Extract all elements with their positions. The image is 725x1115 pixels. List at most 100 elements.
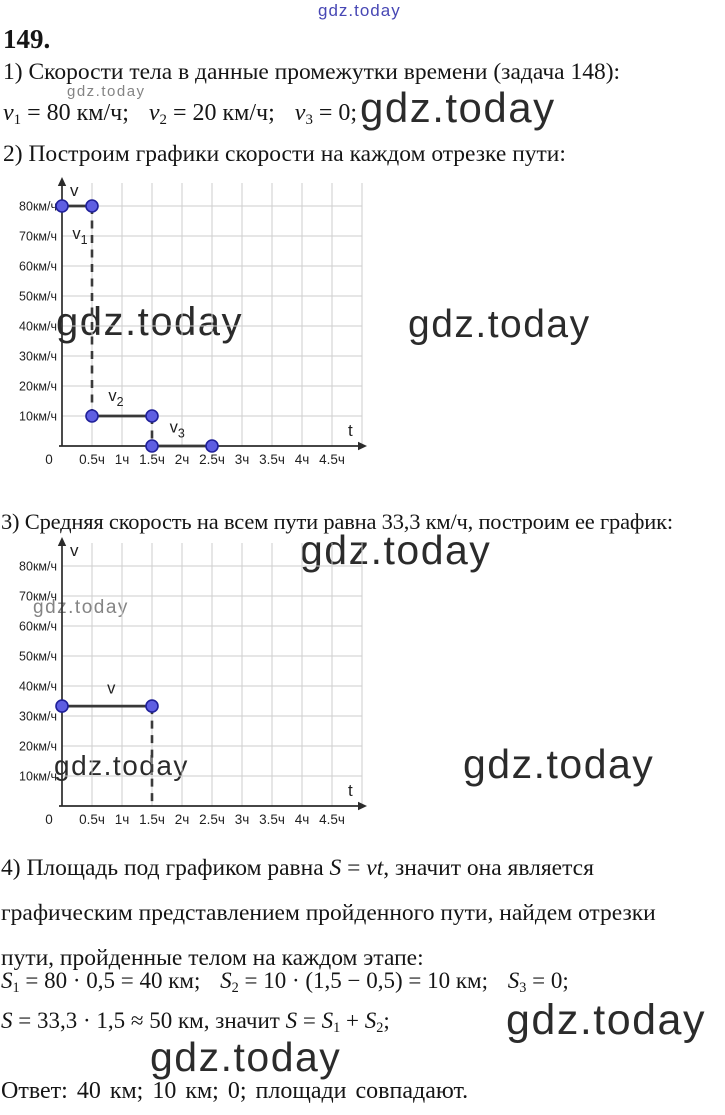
series-label: v3 [170, 419, 185, 441]
path-s3: S3 = 0; [507, 968, 569, 995]
y-axis-arrow-icon [57, 177, 67, 186]
step4-vt-var: vt [366, 855, 384, 881]
watermark-gdz-graph1-left: gdz.today [56, 300, 243, 344]
data-point [205, 439, 219, 453]
total-plus: + [340, 1008, 365, 1033]
svg-text:10км/ч: 10км/ч [19, 770, 57, 784]
svg-text:0: 0 [45, 812, 53, 827]
step4-text-a: 4) Площадь под графиком равна [1, 855, 330, 881]
v2-var: v [148, 100, 160, 126]
svg-text:30км/ч: 30км/ч [19, 710, 57, 724]
y-axis-label: v [70, 541, 79, 560]
y-axis-arrow-icon [57, 537, 67, 546]
x-tick-labels: 0 0.5ч 1ч 1.5ч 2ч 2.5ч 3ч 3.5ч 4ч 4.5ч [45, 452, 345, 467]
series-label: v2 [108, 387, 123, 409]
svg-text:0: 0 [45, 452, 53, 467]
svg-text:40км/ч: 40км/ч [19, 680, 57, 694]
watermark-gdz-small-1: gdz.today [67, 83, 146, 100]
v1-var: v [3, 100, 14, 126]
svg-text:1.5ч: 1.5ч [139, 812, 165, 827]
svg-text:20км/ч: 20км/ч [19, 380, 57, 394]
svg-text:50км/ч: 50км/ч [19, 290, 57, 304]
s2-sub: 2 [231, 979, 239, 996]
average-velocity-graph-svg: v t 80км/ч 70км/ч 60км/ч 50км/ч 40км/ч 30км/ч 20… [19, 537, 367, 827]
x-axis-arrow-icon [358, 441, 367, 451]
data-point [85, 409, 99, 423]
total-eq: = [297, 1008, 322, 1033]
s3-var: S [507, 968, 520, 993]
answer-line: Ответ: 40 км; 10 км; 0; площади совпадаю… [1, 1078, 469, 1104]
path-segments-formula: S1 = 80 · 0,5 = 40 км; S2 = 10 · (1,5 − … [1, 968, 569, 996]
v1-sub: 1 [13, 112, 22, 129]
step4-text: 4) Площадь под графиком равна S = vt, зн… [1, 846, 707, 981]
svg-text:3.5ч: 3.5ч [259, 452, 285, 467]
watermark-gdz-bottom: gdz.today [150, 1034, 342, 1080]
s2-value: = 10 · (1,5 − 0,5) = 10 км; [238, 968, 488, 993]
data-point [55, 699, 69, 713]
step1-text: 1) Скорости тела в данные промежутки вре… [3, 59, 621, 85]
problem-number: 149. [3, 24, 51, 54]
y-tick-labels: 80км/ч 70км/ч 60км/ч 50км/ч 40км/ч 30км/ч 20км… [19, 560, 57, 784]
y-axis-label: v [70, 181, 79, 200]
series-v: v [55, 680, 159, 713]
x-tick-labels: 0 0.5ч 1ч 1.5ч 2ч 2.5ч 3ч 3.5ч 4ч 4.5ч [45, 812, 345, 827]
step4-text-b: , значит она является графическим предст… [1, 855, 656, 971]
svg-text:2ч: 2ч [175, 452, 190, 467]
x-axis-arrow-icon [358, 801, 367, 811]
path-s1: S1 = 80 · 0,5 = 40 км; [1, 968, 200, 996]
s3-value: = 0; [526, 968, 569, 993]
watermark-gdz-graph2-right: gdz.today [463, 741, 655, 787]
watermark-gdz-top: gdz.today [318, 1, 401, 20]
svg-text:4ч: 4ч [295, 452, 310, 467]
watermark-gdz-graph1-right: gdz.today [408, 303, 591, 346]
total-s2-var: S [285, 1008, 298, 1033]
svg-text:60км/ч: 60км/ч [19, 620, 57, 634]
svg-text:3.5ч: 3.5ч [259, 812, 285, 827]
velocity-stages-chart: v t 80км/ч 70км/ч 60км/ч 50км/ч 40км/ч 30км/ч 20… [0, 175, 370, 471]
velocity-v1: v1 = 80 км/ч; [3, 100, 129, 129]
total-b-var: S [364, 1008, 377, 1033]
x-axis-label: t [348, 781, 353, 800]
total-mid: = 33,3 · 1,5 ≈ 50 км, значит [12, 1008, 286, 1033]
svg-text:3ч: 3ч [235, 452, 250, 467]
series-v3: v3 [145, 419, 219, 453]
s1-sub: 1 [12, 979, 20, 996]
axes [59, 544, 360, 807]
v1-value: = 80 км/ч; [21, 100, 129, 126]
svg-text:4ч: 4ч [295, 812, 310, 827]
total-tail: ; [383, 1008, 390, 1033]
svg-text:0.5ч: 0.5ч [79, 452, 105, 467]
s1-var: S [1, 968, 13, 993]
path-s2: S2 = 10 · (1,5 − 0,5) = 10 км; [220, 968, 488, 996]
watermark-gdz-formulas-right: gdz.today [506, 996, 706, 1044]
x-axis-label: t [348, 421, 353, 440]
svg-text:1ч: 1ч [115, 812, 130, 827]
svg-text:60км/ч: 60км/ч [19, 260, 57, 274]
v2-sub: 2 [159, 112, 167, 129]
svg-text:80км/ч: 80км/ч [19, 560, 57, 574]
svg-text:0.5ч: 0.5ч [79, 812, 105, 827]
data-point [145, 699, 159, 713]
grid-lines [62, 543, 363, 806]
s2-var: S [220, 968, 232, 993]
svg-text:70км/ч: 70км/ч [19, 230, 57, 244]
data-point [55, 199, 69, 213]
watermark-gdz-graph2-small: gdz.today [33, 597, 129, 618]
step3-text: 3) Средняя скорость на всем пути равна 3… [1, 509, 673, 534]
total-a-sub: 1 [333, 1019, 341, 1036]
svg-text:1.5ч: 1.5ч [139, 452, 165, 467]
grid-lines [62, 183, 363, 446]
svg-text:2ч: 2ч [175, 812, 190, 827]
svg-text:4.5ч: 4.5ч [319, 812, 345, 827]
average-velocity-chart: v t 80км/ч 70км/ч 60км/ч 50км/ч 40км/ч 30км/ч 20… [0, 535, 370, 831]
series-label: v [107, 680, 116, 698]
v3-value: = 0; [312, 100, 358, 126]
total-b-sub: 2 [376, 1019, 384, 1036]
svg-text:80км/ч: 80км/ч [19, 200, 57, 214]
svg-text:40км/ч: 40км/ч [19, 320, 57, 334]
svg-text:1ч: 1ч [115, 452, 130, 467]
svg-text:2.5ч: 2.5ч [199, 452, 225, 467]
v2-value: = 20 км/ч; [166, 100, 275, 126]
velocity-v3: v3 = 0; [295, 100, 358, 128]
